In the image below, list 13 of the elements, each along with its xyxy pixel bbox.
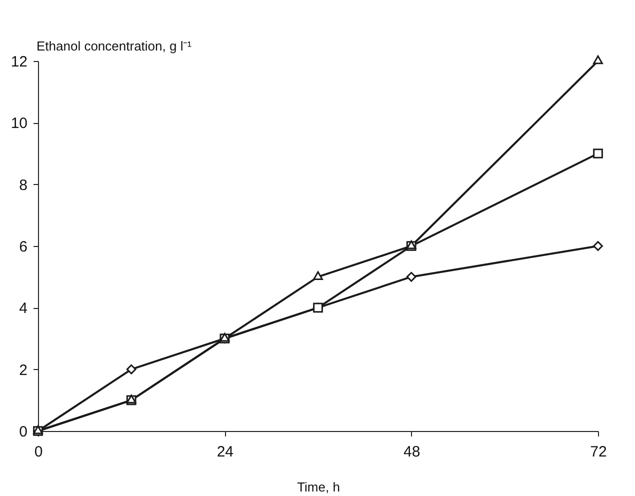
y-tick-label: 6 bbox=[19, 238, 28, 256]
y-tick-label: 8 bbox=[19, 176, 28, 194]
x-tick-label: 0 bbox=[34, 444, 43, 460]
y-tick-label: 10 bbox=[10, 115, 28, 132]
x-tick-label: 24 bbox=[216, 444, 234, 460]
y-tick-label: 2 bbox=[19, 362, 28, 379]
x-tick-label: 48 bbox=[403, 444, 420, 460]
y-tick-label: 0 bbox=[19, 424, 28, 440]
y-tick-label: 4 bbox=[19, 300, 28, 318]
y-tick-label: 12 bbox=[10, 54, 28, 70]
x-tick-label: 72 bbox=[590, 444, 607, 460]
x-axis-title: Time, h bbox=[297, 480, 340, 494]
y-axis-title: Ethanol concentration, g l⁻¹ bbox=[36, 38, 192, 54]
